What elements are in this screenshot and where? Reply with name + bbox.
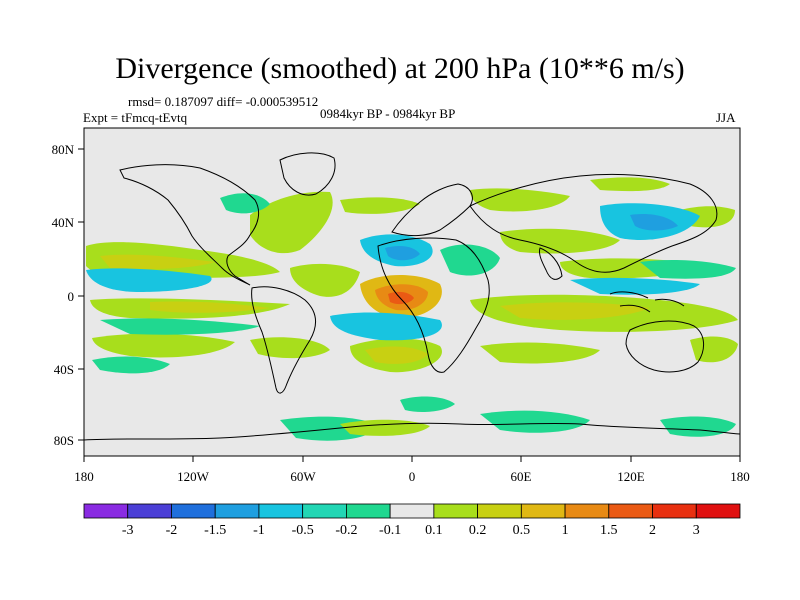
negative-region (570, 277, 700, 295)
lon-label: 180 (74, 469, 94, 484)
colorbar-swatch (127, 503, 172, 519)
period-label: 0984kyr BP - 0984kyr BP (320, 106, 456, 121)
positive-region (92, 333, 235, 358)
lat-label: 0 (68, 289, 75, 304)
latitude-axis: 80N 40N 0 40S 80S (52, 142, 84, 448)
coastline-antarctica (84, 422, 740, 441)
lon-label: 0 (409, 469, 416, 484)
lon-label: 120W (177, 469, 210, 484)
positive-region (500, 228, 620, 254)
lat-label: 40N (52, 215, 75, 230)
positive-region (290, 263, 360, 297)
divergence-field (86, 177, 738, 441)
lat-label: 40S (54, 362, 74, 377)
positive-region (150, 301, 270, 313)
longitude-axis: 180 120W 60W 0 60E 120E 180 (74, 456, 750, 484)
colorbar-label: -0.5 (292, 523, 314, 538)
negative-region (86, 268, 212, 292)
coastline-india (539, 247, 563, 280)
negative-region (92, 356, 170, 374)
lon-label: 180 (730, 469, 750, 484)
colorbar-label: -1.5 (204, 523, 226, 538)
colorbar-label: 1 (562, 523, 569, 538)
positive-region (690, 336, 738, 363)
negative-region (330, 312, 442, 341)
positive-region (590, 177, 670, 192)
positive-region (340, 197, 420, 214)
lat-label: 80S (54, 433, 74, 448)
coastline-greenland (279, 152, 336, 196)
lon-label: 120E (617, 469, 645, 484)
positive-region (365, 346, 428, 364)
colorbar-swatch (520, 503, 566, 519)
coastline-north-america (119, 164, 260, 286)
negative-region (480, 410, 590, 433)
positive-region (250, 191, 333, 254)
colorbar-swatch (83, 503, 129, 519)
colorbar-label: -1 (253, 523, 265, 538)
colorbar-swatch (652, 503, 697, 519)
colorbar-swatch (302, 503, 347, 519)
lon-label: 60W (290, 469, 316, 484)
lat-label: 80N (52, 142, 75, 157)
positive-region (100, 254, 215, 270)
coastline-south-america (251, 286, 316, 394)
coastline-europe (391, 183, 473, 237)
colorbar-swatch (258, 503, 304, 519)
colorbar: -3 -2 -1.5 -1 -0.5 -0.2 -0.1 0.1 0.2 0.5 1 1.5 2 3 (83, 503, 741, 538)
colorbar-swatch (345, 503, 391, 519)
season-label: JJA (716, 110, 736, 125)
colorbar-label: 2 (649, 523, 656, 538)
map-title: Divergence (smoothed) at 200 hPa (10**6 … (115, 52, 685, 85)
colorbar-label: -2 (166, 523, 178, 538)
colorbar-label: 1.5 (600, 523, 618, 538)
negative-region (220, 193, 270, 214)
coastline-australia (625, 320, 704, 373)
coastline-africa (377, 237, 490, 373)
experiment-label: Expt = tFmcq-tEvtq (83, 110, 188, 125)
coastlines (84, 152, 740, 441)
colorbar-swatch (695, 503, 741, 519)
colorbar-swatch (433, 503, 479, 519)
colorbar-swatch (214, 503, 260, 519)
colorbar-swatch (608, 503, 653, 519)
negative-region (100, 318, 260, 335)
colorbar-swatch (389, 503, 435, 519)
positive-region (250, 337, 330, 359)
colorbar-swatch (564, 503, 610, 519)
negative-region (400, 396, 455, 412)
positive-region (388, 291, 414, 305)
colorbar-label: 0.2 (469, 523, 487, 538)
colorbar-label: -0.2 (335, 523, 357, 538)
positive-region (500, 302, 650, 320)
positive-region (470, 188, 570, 212)
colorbar-label: 3 (693, 523, 700, 538)
colorbar-label: 0.5 (513, 523, 531, 538)
coastline-indonesia (609, 291, 685, 313)
negative-region (640, 260, 736, 279)
lon-label: 60E (511, 469, 532, 484)
stats-text: rmsd= 0.187097 diff= -0.000539512 (128, 94, 319, 109)
colorbar-label: -0.1 (379, 523, 401, 538)
colorbar-label: -3 (122, 523, 134, 538)
colorbar-swatch (171, 503, 216, 519)
coastline-asia (469, 173, 718, 273)
negative-region (385, 246, 420, 261)
negative-region (440, 244, 500, 276)
negative-region (630, 214, 678, 231)
colorbar-label: 0.1 (425, 523, 443, 538)
colorbar-swatch (477, 503, 522, 519)
positive-region (480, 342, 600, 364)
